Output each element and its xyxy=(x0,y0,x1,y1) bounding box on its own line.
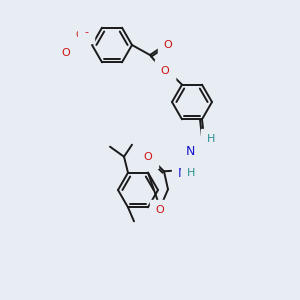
Text: -: - xyxy=(84,27,88,37)
Text: N: N xyxy=(185,145,195,158)
Text: +: + xyxy=(76,35,82,44)
Text: H: H xyxy=(207,134,215,144)
Text: O: O xyxy=(76,30,84,40)
Text: N: N xyxy=(69,38,79,52)
Text: O: O xyxy=(144,152,152,162)
Text: O: O xyxy=(160,66,169,76)
Text: H: H xyxy=(187,168,195,178)
Text: O: O xyxy=(160,66,169,76)
Text: O: O xyxy=(164,40,172,50)
Text: N: N xyxy=(177,167,187,180)
Text: O: O xyxy=(61,48,70,58)
Text: O: O xyxy=(156,205,164,215)
